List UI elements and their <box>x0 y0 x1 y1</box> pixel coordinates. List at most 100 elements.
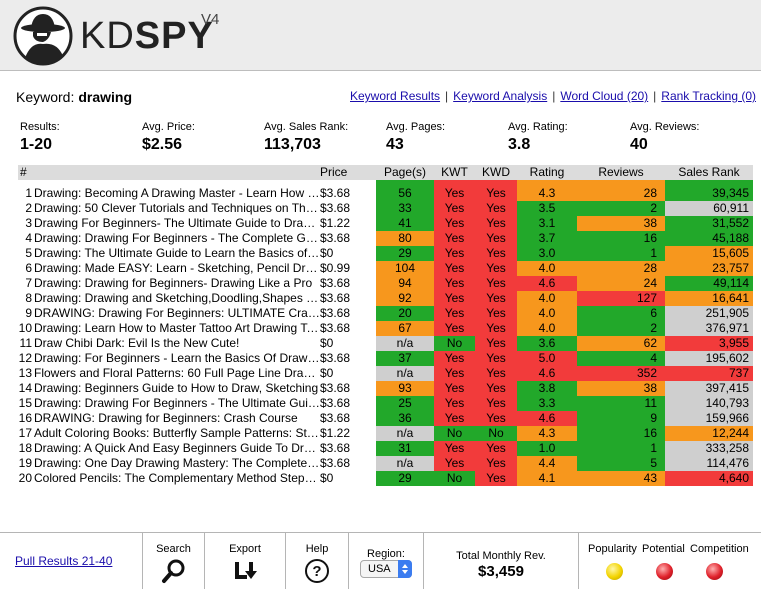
book-title[interactable]: Drawing: Drawing For Beginners - The Com… <box>34 231 320 246</box>
reviews-cell: 24 <box>577 276 665 291</box>
total-revenue-value: $3,459 <box>478 563 524 580</box>
table-row[interactable]: 11 Draw Chibi Dark: Evil Is the New Cute!… <box>18 336 753 351</box>
col-header-kwt[interactable]: KWT <box>434 165 475 180</box>
price-cell: $3.68 <box>320 291 376 306</box>
price-cell: $3.68 <box>320 306 376 321</box>
col-header-rating[interactable]: Rating <box>517 165 577 180</box>
book-title[interactable]: Drawing: 50 Clever Tutorials and Techniq… <box>34 201 320 216</box>
kwd-cell: Yes <box>475 231 517 246</box>
sales-rank-cell: 60,911 <box>665 201 753 216</box>
col-header-price[interactable]: Price <box>320 165 376 180</box>
reviews-cell: 6 <box>577 306 665 321</box>
sales-rank-cell: 16,641 <box>665 291 753 306</box>
link-keyword-analysis[interactable]: Keyword Analysis <box>453 89 548 103</box>
book-title[interactable]: Drawing: A Quick And Easy Beginners Guid… <box>34 441 320 456</box>
kwt-cell: No <box>434 336 475 351</box>
table-row[interactable]: 2 Drawing: 50 Clever Tutorials and Techni… <box>18 201 753 216</box>
price-cell: $0 <box>320 366 376 381</box>
row-number: 8 <box>18 291 34 306</box>
book-title[interactable]: Drawing: Drawing for Beginners- Drawing … <box>34 276 320 291</box>
table-row[interactable]: 9 DRAWING: Drawing For Beginners: ULTIMAT… <box>18 306 753 321</box>
table-row[interactable]: 6 Drawing: Made EASY: Learn - Sketching, … <box>18 261 753 276</box>
sales-rank-cell: 737 <box>665 366 753 381</box>
stat-value: 113,703 <box>264 136 321 153</box>
pages-cell: 67 <box>376 321 434 336</box>
book-title[interactable]: Drawing: Beginners Guide to How to Draw,… <box>34 381 320 396</box>
export-button[interactable]: Export <box>205 533 286 589</box>
book-title[interactable]: Colored Pencils: The Complementary Metho… <box>34 471 320 486</box>
kwd-cell: Yes <box>475 321 517 336</box>
sales-rank-cell: 333,258 <box>665 441 753 456</box>
table-row[interactable]: 13 Flowers and Floral Patterns: 60 Full P… <box>18 366 753 381</box>
col-header-pages[interactable]: Page(s) <box>376 165 434 180</box>
sales-rank-cell: 31,552 <box>665 216 753 231</box>
reviews-cell: 9 <box>577 411 665 426</box>
table-row[interactable]: 5 Drawing: The Ultimate Guide to Learn th… <box>18 246 753 261</box>
book-title[interactable]: Drawing For Beginners- The Ultimate Guid… <box>34 216 320 231</box>
table-row[interactable]: 16 DRAWING: Drawing for Beginners: Crash … <box>18 411 753 426</box>
col-header-number[interactable]: # <box>18 165 34 180</box>
kwd-cell: Yes <box>475 261 517 276</box>
table-row[interactable]: 20 Colored Pencils: The Complementary Met… <box>18 471 753 486</box>
book-title[interactable]: DRAWING: Drawing for Beginners: Crash Co… <box>34 411 320 426</box>
book-title[interactable]: Drawing: For Beginners - Learn the Basic… <box>34 351 320 366</box>
table-row[interactable]: 7 Drawing: Drawing for Beginners- Drawing… <box>18 276 753 291</box>
col-header-reviews[interactable]: Reviews <box>577 165 665 180</box>
pages-cell: 31 <box>376 441 434 456</box>
row-number: 16 <box>18 411 34 426</box>
logo-spy: SPY <box>134 15 214 57</box>
table-row[interactable]: 10 Drawing: Learn How to Master Tattoo Ar… <box>18 321 753 336</box>
kwd-cell: Yes <box>475 336 517 351</box>
link-word-cloud[interactable]: Word Cloud (20) <box>560 89 649 103</box>
book-title[interactable]: Drawing: Drawing and Sketching,Doodling,… <box>34 291 320 306</box>
popularity-indicator-icon <box>606 563 623 580</box>
book-title[interactable]: Drawing: Learn How to Master Tattoo Art … <box>34 321 320 336</box>
rating-cell: 3.0 <box>517 246 577 261</box>
book-title[interactable]: Adult Coloring Books: Butterfly Sample P… <box>34 426 320 441</box>
book-title[interactable]: Drawing: The Ultimate Guide to Learn the… <box>34 246 320 261</box>
book-title[interactable]: DRAWING: Drawing For Beginners: ULTIMATE… <box>34 306 320 321</box>
link-rank-tracking[interactable]: Rank Tracking (0) <box>661 89 756 103</box>
stat-value: 40 <box>630 136 648 153</box>
table-row[interactable]: 17 Adult Coloring Books: Butterfly Sample… <box>18 426 753 441</box>
competition-label: Competition <box>690 543 749 555</box>
table-row[interactable]: 8 Drawing: Drawing and Sketching,Doodling… <box>18 291 753 306</box>
region-select[interactable]: USA <box>360 560 412 578</box>
kwd-cell: Yes <box>475 396 517 411</box>
pages-cell: 56 <box>376 180 434 201</box>
table-row[interactable]: 15 Drawing: Drawing For Beginners - The U… <box>18 396 753 411</box>
pages-cell: 25 <box>376 396 434 411</box>
stat-avg-price: Avg. Price: $2.56 <box>142 121 195 154</box>
reviews-cell: 127 <box>577 291 665 306</box>
book-title[interactable]: Drawing: One Day Drawing Mastery: The Co… <box>34 456 320 471</box>
book-title[interactable]: Drawing: Drawing For Beginners - The Ult… <box>34 396 320 411</box>
table-row[interactable]: 1 Drawing: Becoming A Drawing Master - Le… <box>18 180 753 201</box>
pages-cell: 29 <box>376 471 434 486</box>
kwt-cell: Yes <box>434 180 475 201</box>
table-row[interactable]: 18 Drawing: A Quick And Easy Beginners Gu… <box>18 441 753 456</box>
table-row[interactable]: 4 Drawing: Drawing For Beginners - The Co… <box>18 231 753 246</box>
kwd-cell: Yes <box>475 351 517 366</box>
pull-results-link[interactable]: Pull Results 21-40 <box>15 554 113 568</box>
rating-cell: 3.1 <box>517 216 577 231</box>
table-row[interactable]: 12 Drawing: For Beginners - Learn the Bas… <box>18 351 753 366</box>
kwt-cell: Yes <box>434 306 475 321</box>
book-title[interactable]: Draw Chibi Dark: Evil Is the New Cute! <box>34 336 320 351</box>
search-button[interactable]: Search <box>143 533 205 589</box>
help-button[interactable]: Help ? <box>286 533 349 589</box>
book-title[interactable]: Flowers and Floral Patterns: 60 Full Pag… <box>34 366 320 381</box>
stat-results: Results: 1-20 <box>20 121 60 154</box>
table-row[interactable]: 14 Drawing: Beginners Guide to How to Dra… <box>18 381 753 396</box>
col-header-kwd[interactable]: KWD <box>475 165 517 180</box>
rating-cell: 4.0 <box>517 321 577 336</box>
footer-toolbar: Pull Results 21-40 Search Export Help ? <box>0 532 761 589</box>
col-header-sales-rank[interactable]: Sales Rank <box>665 165 753 180</box>
book-title[interactable]: Drawing: Becoming A Drawing Master - Lea… <box>34 180 320 201</box>
book-title[interactable]: Drawing: Made EASY: Learn - Sketching, P… <box>34 261 320 276</box>
table-row[interactable]: 3 Drawing For Beginners- The Ultimate Gui… <box>18 216 753 231</box>
rating-cell: 4.0 <box>517 261 577 276</box>
table-row[interactable]: 19 Drawing: One Day Drawing Mastery: The … <box>18 456 753 471</box>
rating-cell: 4.0 <box>517 291 577 306</box>
table-body: 1 Drawing: Becoming A Drawing Master - Le… <box>18 180 753 486</box>
link-keyword-results[interactable]: Keyword Results <box>350 89 441 103</box>
